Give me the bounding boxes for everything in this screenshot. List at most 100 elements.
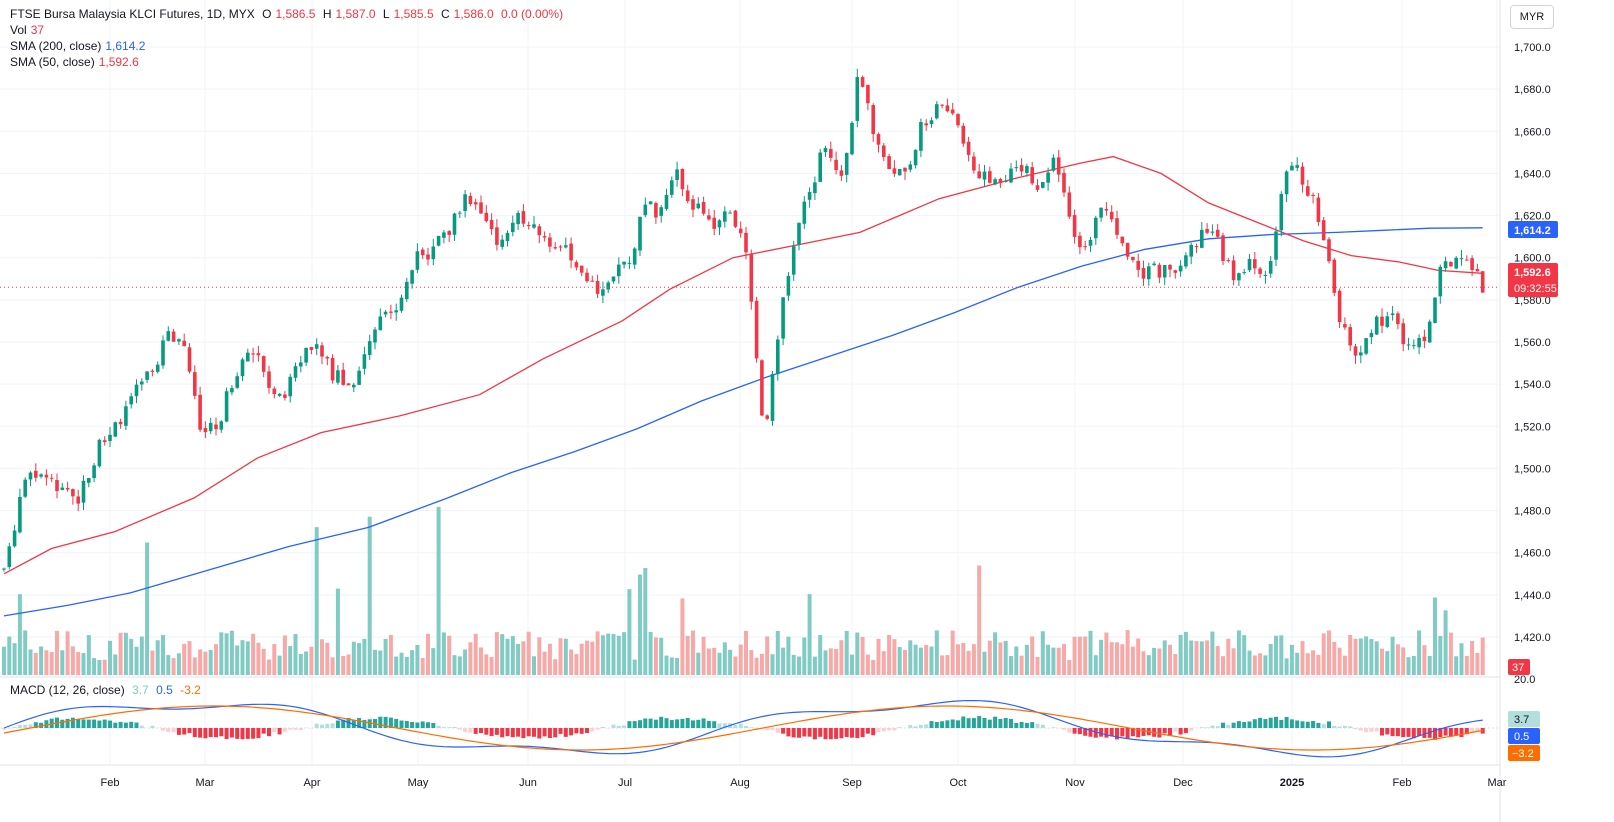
volume-bar [1327, 630, 1331, 675]
volume-bar [240, 640, 245, 675]
candle-body [405, 281, 409, 300]
macd-hist-bar [229, 728, 234, 738]
candle-body [214, 424, 218, 430]
candle-body [659, 207, 663, 216]
macd-hist-bar [452, 726, 457, 728]
macd-hist-bar [553, 728, 558, 738]
macd-hist-bar [76, 719, 81, 728]
volume-bar [420, 658, 425, 675]
sma50-legend[interactable]: SMA (50, close) 1,592.6 [10, 55, 139, 69]
volume-bar [298, 653, 303, 675]
macd-hist-bar [1115, 728, 1119, 740]
candlesticks[interactable] [2, 68, 1485, 572]
candle-body [1051, 157, 1056, 171]
candle-body [1056, 157, 1061, 175]
volume-bar [839, 640, 844, 675]
candle-body [855, 77, 860, 121]
candle-body [447, 231, 451, 235]
volume-bar [510, 636, 515, 675]
macd-hist-bar [802, 728, 807, 737]
volume-bar [1083, 636, 1088, 675]
volume-bar [1093, 655, 1098, 675]
volume-bar [537, 637, 542, 675]
macd-hist-bar [192, 728, 197, 738]
candle-body [224, 391, 229, 422]
macd-hist-bar [722, 723, 727, 728]
candle-body [770, 374, 775, 421]
volume-bar [150, 650, 155, 675]
candle-body [680, 168, 685, 190]
symbol-legend[interactable]: FTSE Bursa Malaysia KLCI Futures, 1D, MY… [10, 6, 571, 22]
candle-body [1019, 165, 1024, 172]
candle-body [1480, 271, 1485, 293]
candle-body [304, 347, 308, 363]
macd-hist-bar [1189, 728, 1194, 731]
volume-bar [330, 657, 335, 675]
y-tick-label: 1,560.0 [1514, 337, 1551, 349]
volume-bar [1454, 656, 1459, 675]
volume-bar [410, 650, 415, 675]
sma50-price-badge: 1,592.6 09:32:55 [1508, 263, 1558, 297]
candle-body [129, 396, 133, 405]
candle-body [940, 104, 944, 106]
macd-hist-bar [235, 728, 240, 739]
candle-body [92, 465, 96, 479]
x-tick-label: Feb [1393, 777, 1412, 789]
volume-bar [1274, 635, 1278, 675]
volume-bar [653, 637, 658, 675]
candle-body [1374, 316, 1379, 335]
macd-hist-bar [574, 728, 579, 734]
svg-text:3.7: 3.7 [1514, 714, 1529, 726]
candle-body [760, 360, 764, 416]
y-tick-label: 1,620.0 [1514, 211, 1551, 223]
macd-hist-bar [1454, 728, 1459, 736]
volume-legend[interactable]: Vol 37 [10, 23, 45, 37]
volume-bar [1395, 644, 1400, 675]
macd-hist-bar [770, 728, 775, 731]
sma-200-line [3, 227, 1483, 617]
volume-bar [86, 635, 91, 675]
macd-hist-bar [314, 723, 319, 728]
candle-body [468, 195, 473, 204]
volume-bar [335, 588, 340, 675]
y-tick-label: 1,600.0 [1514, 253, 1551, 265]
macd-hist-bar [1173, 728, 1178, 732]
candle-body [1178, 265, 1183, 272]
candle-body [919, 122, 923, 151]
macd-legend[interactable]: MACD (12, 26, close) 3.7 0.5 -3.2 [10, 683, 201, 697]
macd-hist-bar [341, 719, 346, 728]
volume-bar [616, 635, 621, 675]
candle-body [913, 149, 918, 166]
volume-bar [1417, 630, 1422, 675]
macd-hist-bar [844, 728, 849, 737]
volume-bar [865, 654, 870, 675]
macd-hist-bar [86, 719, 91, 728]
candle-body [622, 261, 626, 265]
sma50-value: 1,592.6 [98, 55, 139, 69]
candle-body [1417, 337, 1421, 348]
volume-bar [961, 642, 966, 675]
volume-bar [691, 630, 695, 675]
candle-body [399, 297, 404, 311]
candle-body [717, 220, 722, 228]
candle-body [2, 568, 6, 570]
macd-hist-bar [1252, 719, 1257, 728]
currency-unit-button[interactable]: MYR [1510, 5, 1554, 29]
candle-body [208, 422, 213, 432]
candle-body [866, 84, 870, 104]
macd-hist-bar [1003, 717, 1008, 728]
sma200-legend[interactable]: SMA (200, close) 1,614.2 [10, 39, 146, 53]
volume-bar [993, 632, 998, 675]
time-axis[interactable]: Feb Mar Apr May Jun Jul Aug Sep Oct Nov Dec 2025 Feb… [101, 777, 1507, 789]
candle-body [1385, 316, 1390, 328]
volume-bar [950, 630, 955, 675]
macd-hist-bar [129, 721, 134, 728]
volume-bar [998, 642, 1003, 675]
candle-body [526, 225, 531, 227]
candle-body [781, 297, 785, 339]
volume-bar [675, 657, 680, 675]
price-axis[interactable]: 1,700.0 1,680.0 1,660.0 1,640.0 1,620.0 1,600… [1514, 42, 1551, 644]
macd-hist-bar [1443, 728, 1448, 736]
macd-hist-bar [643, 718, 648, 728]
